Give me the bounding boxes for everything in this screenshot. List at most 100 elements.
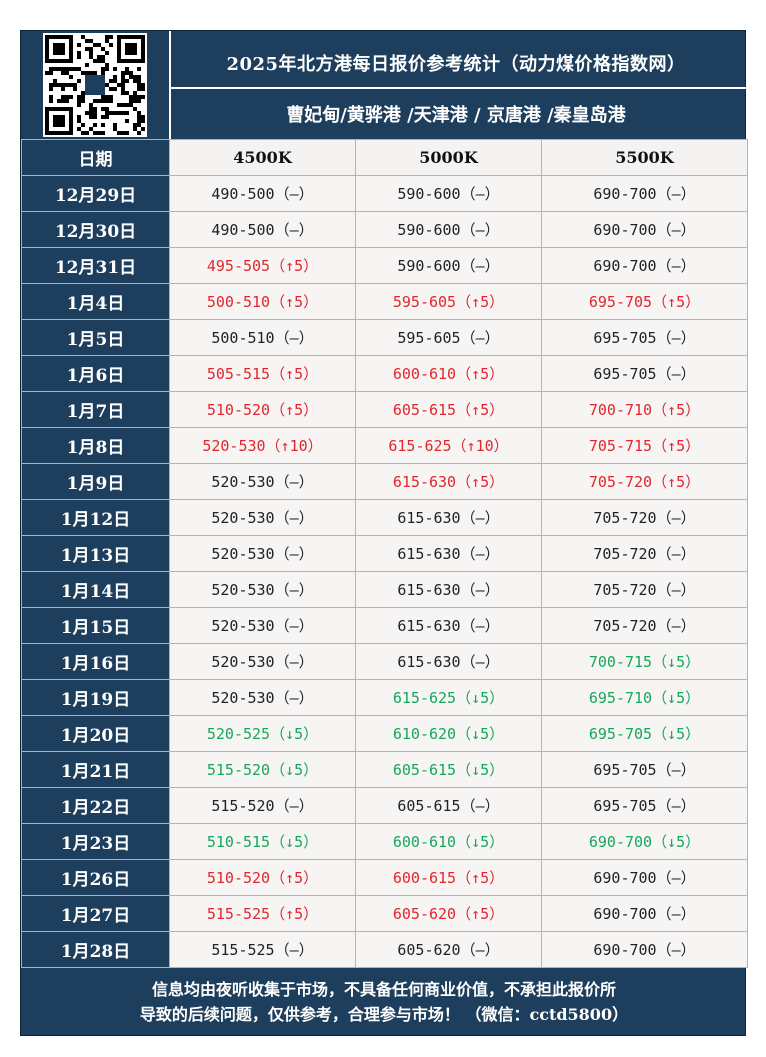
price-5500k-cell: 690-700（—） bbox=[541, 175, 748, 212]
price-5500k-cell: 690-700（—） bbox=[541, 931, 748, 968]
table-body: 12月29日 490-500（—） 590-600（—） 690-700（—） 12月3… bbox=[21, 175, 748, 968]
row-date: 1月21日 bbox=[21, 751, 170, 788]
table-row: 1月8日 520-530（↑10） 615-625（↑10） 705-715（↑5） bbox=[21, 427, 748, 464]
price-5000k-cell: 605-615（↑5） bbox=[355, 391, 542, 428]
table-row: 12月30日 490-500（—） 590-600（—） 690-700（—） bbox=[21, 211, 748, 248]
table-row: 1月19日 520-530（—） 615-625（↓5） 695-710（↓5） bbox=[21, 679, 748, 716]
price-4500k-cell: 490-500（—） bbox=[169, 211, 356, 248]
price-sheet: 2025年北方港每日报价参考统计（动力煤价格指数网） 曹妃甸/黄骅港 /天津港 … bbox=[20, 30, 748, 1036]
disclaimer-line-1: 信息均由夜听收集于市场，不具备任何商业价值，不承担此报价所 bbox=[151, 980, 616, 999]
price-5000k-cell: 615-630（—） bbox=[355, 499, 542, 536]
table-row: 1月14日 520-530（—） 615-630（—） 705-720（—） bbox=[21, 571, 748, 608]
price-4500k-cell: 520-530（—） bbox=[169, 679, 356, 716]
ports-subtitle: 曹妃甸/黄骅港 /天津港 / 京唐港 /秦皇岛港 bbox=[286, 105, 626, 126]
price-4500k-cell: 520-530（↑10） bbox=[169, 427, 356, 464]
row-date: 1月4日 bbox=[21, 283, 170, 320]
page-title: 2025年北方港每日报价参考统计（动力煤价格指数网） bbox=[226, 54, 686, 75]
price-5000k-cell: 595-605（↑5） bbox=[355, 283, 542, 320]
price-4500k-cell: 505-515（↑5） bbox=[169, 355, 356, 392]
column-header-4500k: 4500K bbox=[169, 139, 356, 176]
price-5000k-cell: 615-630（—） bbox=[355, 571, 542, 608]
price-5000k-cell: 615-625（↑10） bbox=[355, 427, 542, 464]
price-4500k-cell: 510-520（↑5） bbox=[169, 859, 356, 896]
price-4500k-cell: 515-520（—） bbox=[169, 787, 356, 824]
table-header-row: 日期 4500K 5000K 5500K bbox=[21, 139, 748, 176]
table-row: 1月7日 510-520（↑5） 605-615（↑5） 700-710（↑5） bbox=[21, 391, 748, 428]
price-5500k-cell: 695-710（↓5） bbox=[541, 679, 748, 716]
price-4500k-cell: 490-500（—） bbox=[169, 175, 356, 212]
row-date: 1月15日 bbox=[21, 607, 170, 644]
table-row: 12月31日 495-505（↑5） 590-600（—） 690-700（—） bbox=[21, 247, 748, 284]
row-date: 1月19日 bbox=[21, 679, 170, 716]
price-5000k-cell: 600-615（↑5） bbox=[355, 859, 542, 896]
price-5500k-cell: 705-720（—） bbox=[541, 499, 748, 536]
price-4500k-cell: 515-525（↑5） bbox=[169, 895, 356, 932]
price-5500k-cell: 705-720（—） bbox=[541, 571, 748, 608]
table-row: 1月6日 505-515（↑5） 600-610（↑5） 695-705（—） bbox=[21, 355, 748, 392]
price-4500k-cell: 500-510（—） bbox=[169, 319, 356, 356]
row-date: 1月13日 bbox=[21, 535, 170, 572]
row-date: 12月29日 bbox=[21, 175, 170, 212]
price-4500k-cell: 520-530（—） bbox=[169, 607, 356, 644]
column-header-5000k: 5000K bbox=[355, 139, 542, 176]
table-row: 1月23日 510-515（↓5） 600-610（↓5） 690-700（↓5） bbox=[21, 823, 748, 860]
price-table: 日期 4500K 5000K 5500K 12月29日 490-500（—） 590… bbox=[21, 139, 748, 968]
price-5000k-cell: 590-600（—） bbox=[355, 175, 542, 212]
row-date: 1月12日 bbox=[21, 499, 170, 536]
table-row: 1月16日 520-530（—） 615-630（—） 700-715（↓5） bbox=[21, 643, 748, 680]
row-date: 1月9日 bbox=[21, 463, 170, 500]
table-row: 1月9日 520-530（—） 615-630（↑5） 705-720（↑5） bbox=[21, 463, 748, 500]
row-date: 1月7日 bbox=[21, 391, 170, 428]
price-4500k-cell: 520-530（—） bbox=[169, 499, 356, 536]
price-4500k-cell: 510-520（↑5） bbox=[169, 391, 356, 428]
table-row: 1月13日 520-530（—） 615-630（—） 705-720（—） bbox=[21, 535, 748, 572]
row-date: 1月20日 bbox=[21, 715, 170, 752]
price-5000k-cell: 615-630（—） bbox=[355, 643, 542, 680]
price-5500k-cell: 695-705（↑5） bbox=[541, 283, 748, 320]
price-5000k-cell: 590-600（—） bbox=[355, 211, 542, 248]
price-5000k-cell: 605-615（↓5） bbox=[355, 751, 542, 788]
price-4500k-cell: 520-530（—） bbox=[169, 535, 356, 572]
table-row: 1月21日 515-520（↓5） 605-615（↓5） 695-705（—） bbox=[21, 751, 748, 788]
price-5000k-cell: 595-605（—） bbox=[355, 319, 542, 356]
row-date: 1月23日 bbox=[21, 823, 170, 860]
row-date: 1月5日 bbox=[21, 319, 170, 356]
row-date: 1月27日 bbox=[21, 895, 170, 932]
price-5500k-cell: 695-705（↓5） bbox=[541, 715, 748, 752]
price-4500k-cell: 515-525（—） bbox=[169, 931, 356, 968]
price-5000k-cell: 605-620（↑5） bbox=[355, 895, 542, 932]
price-5500k-cell: 705-720（—） bbox=[541, 535, 748, 572]
price-4500k-cell: 520-525（↓5） bbox=[169, 715, 356, 752]
price-5000k-cell: 615-630（↑5） bbox=[355, 463, 542, 500]
row-date: 1月26日 bbox=[21, 859, 170, 896]
price-5500k-cell: 695-705（—） bbox=[541, 787, 748, 824]
row-date: 1月8日 bbox=[21, 427, 170, 464]
price-5000k-cell: 600-610（↑5） bbox=[355, 355, 542, 392]
price-4500k-cell: 520-530（—） bbox=[169, 463, 356, 500]
price-5500k-cell: 690-700（—） bbox=[541, 895, 748, 932]
title-divider bbox=[169, 87, 747, 89]
price-5500k-cell: 700-715（↓5） bbox=[541, 643, 748, 680]
price-5000k-cell: 605-620（—） bbox=[355, 931, 542, 968]
price-5500k-cell: 690-700（—） bbox=[541, 211, 748, 248]
price-5500k-cell: 705-720（—） bbox=[541, 607, 748, 644]
price-5500k-cell: 690-700（—） bbox=[541, 247, 748, 284]
price-4500k-cell: 515-520（↓5） bbox=[169, 751, 356, 788]
price-5000k-cell: 590-600（—） bbox=[355, 247, 542, 284]
price-4500k-cell: 495-505（↑5） bbox=[169, 247, 356, 284]
table-row: 1月5日 500-510（—） 595-605（—） 695-705（—） bbox=[21, 319, 748, 356]
price-5500k-cell: 695-705（—） bbox=[541, 319, 748, 356]
price-5500k-cell: 705-720（↑5） bbox=[541, 463, 748, 500]
price-5500k-cell: 695-705（—） bbox=[541, 751, 748, 788]
column-header-5500k: 5500K bbox=[541, 139, 748, 176]
price-5500k-cell: 695-705（—） bbox=[541, 355, 748, 392]
price-4500k-cell: 520-530（—） bbox=[169, 571, 356, 608]
header-divider-vertical bbox=[169, 31, 171, 139]
price-5000k-cell: 610-620（↓5） bbox=[355, 715, 542, 752]
row-date: 1月28日 bbox=[21, 931, 170, 968]
qr-code-icon bbox=[43, 33, 147, 137]
table-row: 1月28日 515-525（—） 605-620（—） 690-700（—） bbox=[21, 931, 748, 968]
price-5500k-cell: 700-710（↑5） bbox=[541, 391, 748, 428]
row-date: 1月14日 bbox=[21, 571, 170, 608]
table-row: 1月26日 510-520（↑5） 600-615（↑5） 690-700（—） bbox=[21, 859, 748, 896]
